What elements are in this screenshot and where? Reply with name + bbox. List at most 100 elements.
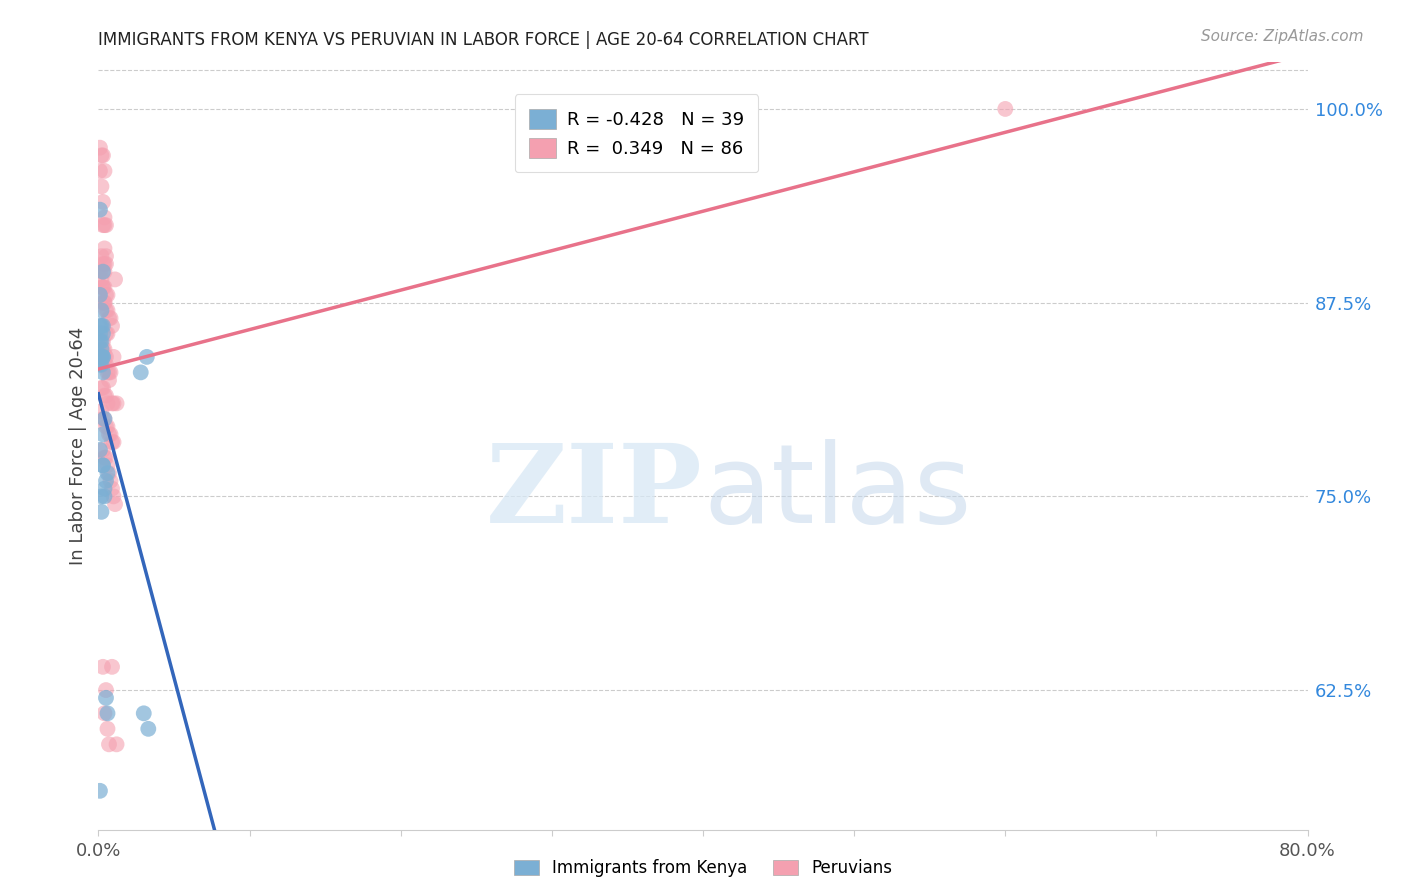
Point: [93, 342, 115, 356]
Point: [93, 482, 115, 496]
Point: [103, 435, 125, 450]
Point: [96, 326, 118, 341]
Point: [135, 350, 157, 364]
Point: [96, 722, 118, 736]
Point: [90, 280, 112, 294]
Point: [89, 288, 111, 302]
Point: [93, 295, 115, 310]
Point: [90, 318, 112, 333]
Point: [90, 249, 112, 263]
Point: [91, 265, 114, 279]
Point: [90, 505, 112, 519]
Point: [96, 458, 118, 473]
Point: [104, 497, 127, 511]
Point: [91, 194, 114, 209]
Point: [98, 466, 121, 480]
Point: [98, 365, 121, 379]
Point: [90, 148, 112, 162]
Point: [100, 311, 122, 326]
Point: [96, 706, 118, 721]
Point: [93, 489, 115, 503]
Point: [94, 419, 117, 434]
Point: [93, 265, 115, 279]
Point: [100, 427, 122, 442]
Point: [93, 211, 115, 225]
Point: [91, 358, 114, 372]
Point: [90, 179, 112, 194]
Point: [89, 350, 111, 364]
Point: [93, 412, 115, 426]
Point: [93, 218, 115, 232]
Point: [91, 318, 114, 333]
Point: [94, 326, 117, 341]
Point: [91, 334, 114, 349]
Point: [90, 334, 112, 349]
Text: atlas: atlas: [703, 439, 972, 546]
Point: [129, 365, 152, 379]
Point: [104, 272, 127, 286]
Point: [94, 218, 117, 232]
Point: [94, 350, 117, 364]
Point: [94, 303, 117, 318]
Point: [101, 318, 124, 333]
Point: [101, 660, 124, 674]
Point: [90, 358, 112, 372]
Point: [91, 381, 114, 395]
Text: Source: ZipAtlas.com: Source: ZipAtlas.com: [1201, 29, 1364, 44]
Point: [132, 706, 155, 721]
Point: [91, 442, 114, 457]
Point: [91, 218, 114, 232]
Point: [103, 396, 125, 410]
Point: [94, 690, 117, 705]
Point: [93, 280, 115, 294]
Point: [91, 427, 114, 442]
Point: [93, 389, 115, 403]
Point: [90, 404, 112, 418]
Point: [89, 164, 111, 178]
Text: ZIP: ZIP: [486, 439, 703, 546]
Point: [89, 334, 111, 349]
Point: [91, 280, 114, 294]
Point: [94, 683, 117, 698]
Point: [91, 326, 114, 341]
Point: [91, 350, 114, 364]
Point: [96, 288, 118, 302]
Point: [89, 358, 111, 372]
Point: [89, 326, 111, 341]
Point: [91, 458, 114, 473]
Point: [90, 489, 112, 503]
Point: [98, 737, 121, 751]
Point: [93, 706, 115, 721]
Point: [89, 265, 111, 279]
Point: [93, 358, 115, 372]
Point: [91, 365, 114, 379]
Point: [96, 396, 118, 410]
Point: [90, 342, 112, 356]
Legend: R = -0.428   N = 39, R =  0.349   N = 86: R = -0.428 N = 39, R = 0.349 N = 86: [515, 95, 758, 172]
Point: [90, 350, 112, 364]
Point: [100, 365, 122, 379]
Point: [91, 412, 114, 426]
Point: [103, 489, 125, 503]
Point: [96, 419, 118, 434]
Point: [89, 202, 111, 217]
Point: [91, 295, 114, 310]
Point: [94, 474, 117, 488]
Point: [96, 365, 118, 379]
Point: [94, 257, 117, 271]
Point: [89, 350, 111, 364]
Point: [94, 389, 117, 403]
Point: [91, 257, 114, 271]
Point: [91, 265, 114, 279]
Point: [98, 427, 121, 442]
Y-axis label: In Labor Force | Age 20-64: In Labor Force | Age 20-64: [69, 326, 87, 566]
Point: [105, 396, 128, 410]
Point: [94, 288, 117, 302]
Point: [98, 373, 121, 387]
Point: [103, 350, 125, 364]
Point: [96, 466, 118, 480]
Text: IMMIGRANTS FROM KENYA VS PERUVIAN IN LABOR FORCE | AGE 20-64 CORRELATION CHART: IMMIGRANTS FROM KENYA VS PERUVIAN IN LAB…: [98, 31, 869, 49]
Point: [93, 164, 115, 178]
Point: [90, 381, 112, 395]
Point: [89, 442, 111, 457]
